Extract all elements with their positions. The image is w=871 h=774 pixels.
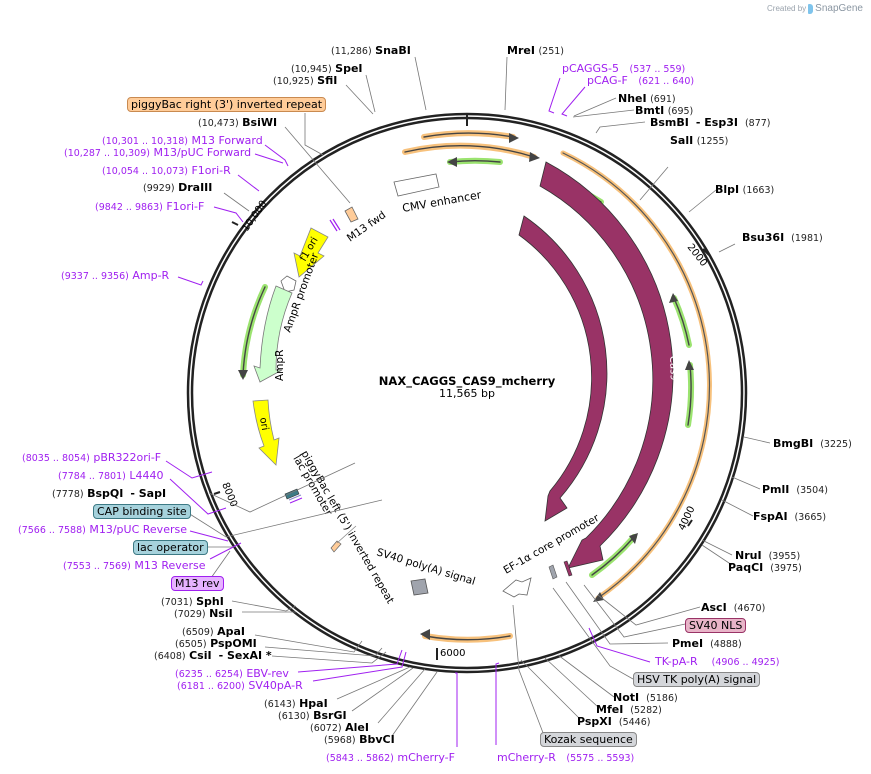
ori-feature[interactable] — [252, 399, 280, 466]
primer-mcherry-r[interactable]: mCherry-R (5575 .. 5593) — [497, 751, 635, 764]
enzyme-snabi[interactable]: (11,286) SnaBI — [331, 44, 411, 57]
enzyme-pspxi[interactable]: PspXI (5446) — [577, 715, 651, 728]
plasmid-name: NAX_CAGGS_CAS9_mcherry — [378, 374, 556, 388]
tag-hsv-tk-polya[interactable]: HSV TK poly(A) signal — [633, 672, 761, 687]
piggybac-left-label: piggyBac left (5') inverted repeat — [298, 449, 396, 606]
enzyme-psppomi[interactable]: (6505) PspOMI — [175, 637, 257, 650]
tick-10000 — [231, 221, 239, 226]
tag-cap-binding-site[interactable]: CAP binding site — [93, 504, 191, 519]
enzyme-draiii[interactable]: (9929) DraIII — [143, 181, 213, 194]
ampr-label: AmpR — [274, 350, 286, 381]
primer-m13-puc-reverse[interactable]: (7566 .. 7588) M13/pUC Reverse — [18, 523, 187, 536]
primer-ebv-rev[interactable]: (6235 .. 6254) EBV-rev — [175, 667, 289, 680]
primer-m13-reverse[interactable]: (7553 .. 7569) M13 Reverse — [63, 559, 206, 572]
m13-fwd-feature[interactable] — [344, 206, 359, 223]
cmv-enhancer-feature[interactable] — [393, 173, 440, 197]
enzyme-asci[interactable]: AscI (4670) — [701, 601, 766, 614]
primer-pcaggs-5[interactable]: pCAGGS-5 (537 .. 559) — [562, 62, 686, 75]
tick-label-8000: 8000 — [219, 481, 239, 509]
tick-2000 — [702, 248, 710, 256]
enzyme-bbvci[interactable]: (5968) BbvCI — [324, 733, 395, 746]
tick-label-6000: 6000 — [440, 648, 465, 659]
enzyme-nsii[interactable]: (7029) NsiI — [174, 607, 233, 620]
ef1a-promoter-feature[interactable] — [502, 577, 532, 598]
enzyme-bsiwi[interactable]: (10,473) BsiWI — [198, 116, 278, 129]
tag-piggybac-right[interactable]: piggyBac right (3') inverted repeat — [127, 97, 327, 112]
enzyme-noti[interactable]: NotI (5186) — [613, 691, 678, 704]
enzyme-alei[interactable]: (6072) AleI — [310, 721, 369, 734]
tick-marks — [213, 114, 710, 660]
ampr-feature[interactable] — [253, 285, 293, 383]
enzyme-leader-lines — [184, 56, 771, 739]
orange-features — [402, 130, 712, 643]
primer-sv40pa-r[interactable]: (6181 .. 6200) SV40pA-R — [177, 679, 303, 692]
kozak-feature-mark — [548, 564, 558, 580]
primer-tk-pa-r[interactable]: TK-pA-R (4906 .. 4925) — [655, 655, 780, 668]
primer-f1ori-r[interactable]: (10,054 .. 10,073) F1ori-R — [102, 164, 231, 177]
primer-f1ori-f[interactable]: (9842 .. 9863) F1ori-F — [95, 200, 205, 213]
enzyme-hpai[interactable]: (6143) HpaI — [264, 697, 328, 710]
primer-amp-r[interactable]: (9337 .. 9356) Amp-R — [61, 269, 170, 282]
m13-fwd-primer-marks — [329, 218, 341, 232]
enzyme-bsmbi-esp3i[interactable]: BsmBI - Esp3I (877) — [650, 116, 771, 129]
cas9-outer-label: Cas9 — [667, 356, 679, 381]
enzyme-pmli[interactable]: PmlI (3504) — [762, 483, 828, 496]
enzyme-bsu36i[interactable]: Bsu36I (1981) — [742, 231, 823, 244]
primer-leader-lines — [165, 77, 651, 747]
enzyme-paqci[interactable]: PaqCI (3975) — [728, 561, 802, 574]
primer-pcag-f[interactable]: pCAG-F (621 .. 640) — [587, 74, 695, 87]
enzyme-bspqi-sapi[interactable]: (7778) BspQI - SapI — [52, 487, 167, 500]
primer-l4440[interactable]: (7784 .. 7801) L4440 — [58, 469, 164, 482]
enzyme-nhei[interactable]: NheI (691) — [618, 92, 676, 105]
tick-8000 — [213, 491, 221, 495]
plasmid-length: 11,565 bp — [439, 387, 495, 400]
cas9-inner-feature[interactable] — [518, 215, 608, 522]
orange-feature-arrowheads — [420, 133, 604, 640]
enzyme-sali[interactable]: SalI (1255) — [670, 134, 729, 147]
snapgene-logo-icon — [808, 3, 814, 14]
primer-pbr322ori-f[interactable]: (8035 .. 8054) pBR322ori-F — [22, 451, 162, 464]
snapgene-credit: Created by SnapGene — [767, 3, 863, 14]
cas9-inner-label: Cas9 — [611, 380, 625, 406]
piggybac-left-feature[interactable] — [330, 540, 342, 553]
enzyme-sphi[interactable]: (7031) SphI — [161, 595, 224, 608]
tag-lac-operator[interactable]: lac operator — [133, 540, 208, 555]
sv40-polya-feature[interactable] — [410, 578, 429, 596]
enzyme-bmti[interactable]: BmtI (695) — [635, 104, 694, 117]
primer-m13-forward[interactable]: (10,301 .. 10,318) M13 Forward — [102, 134, 263, 147]
tag-kozak-sequence[interactable]: Kozak sequence — [540, 732, 637, 747]
lac-promoter-feature[interactable] — [284, 488, 303, 504]
enzyme-blpi[interactable]: BlpI (1663) — [715, 183, 775, 196]
tick-4000 — [687, 519, 693, 527]
enzyme-spei[interactable]: (10,945) SpeI — [291, 62, 363, 75]
enzyme-bsrgi[interactable]: (6130) BsrGI — [278, 709, 347, 722]
tick-label-10000: 10,000 — [240, 199, 269, 234]
primer-mcherry-f[interactable]: (5843 .. 5862) mCherry-F — [326, 751, 455, 764]
enzyme-mrei[interactable]: MreI (251) — [507, 44, 564, 57]
enzyme-nrui[interactable]: NruI (3955) — [735, 549, 801, 562]
ori-label: ori — [257, 417, 270, 432]
enzyme-sfii[interactable]: (10,925) SfiI — [273, 74, 338, 87]
enzyme-csii-sexai[interactable]: (6408) CsiI - SexAI * — [154, 649, 272, 662]
enzyme-bmgbi[interactable]: BmgBI (3225) — [773, 437, 852, 450]
enzyme-pmei[interactable]: PmeI (4888) — [672, 637, 742, 650]
sv40-nls-feature-mark — [563, 560, 573, 577]
tag-m13-rev[interactable]: M13 rev — [171, 576, 224, 591]
primer-m13-puc-forward[interactable]: (10,287 .. 10,309) M13/pUC Forward — [64, 146, 252, 159]
enzyme-apai[interactable]: (6509) ApaI — [182, 625, 245, 638]
enzyme-fspai[interactable]: FspAI (3665) — [753, 510, 827, 523]
enzyme-mfei[interactable]: MfeI (5282) — [596, 703, 662, 716]
f1-ori-feature[interactable] — [293, 227, 329, 278]
tag-sv40-nls[interactable]: SV40 NLS — [685, 618, 747, 633]
